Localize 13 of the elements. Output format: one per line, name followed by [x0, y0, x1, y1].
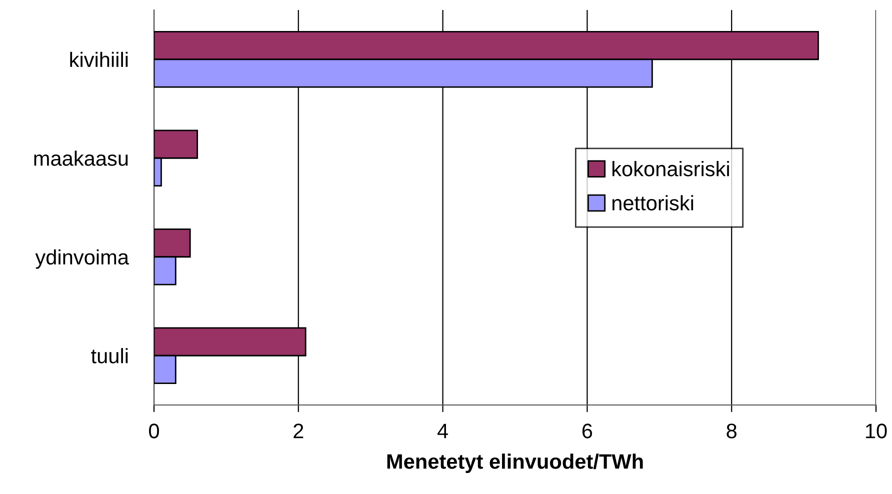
y-tick-label: ydinvoima [35, 249, 130, 269]
y-tick-label: kivihiili [70, 52, 128, 67]
y-tick-label: maakaasu [34, 150, 128, 166]
x-tick-label: 8 [726, 424, 736, 438]
y-tick-label: tuuli [91, 348, 128, 364]
x-tick-label: 10 [866, 424, 887, 438]
x-tick-label: 6 [582, 424, 592, 438]
x-tick-label: 2 [294, 424, 304, 438]
x-axis-title: Menetetyt elinvuodet/TWh [387, 454, 643, 474]
x-tick-label: 4 [437, 424, 448, 438]
legend-label: kokonaisriski [612, 161, 729, 176]
legend-label: nettoriski [612, 195, 694, 210]
x-tick-label: 0 [149, 424, 159, 438]
